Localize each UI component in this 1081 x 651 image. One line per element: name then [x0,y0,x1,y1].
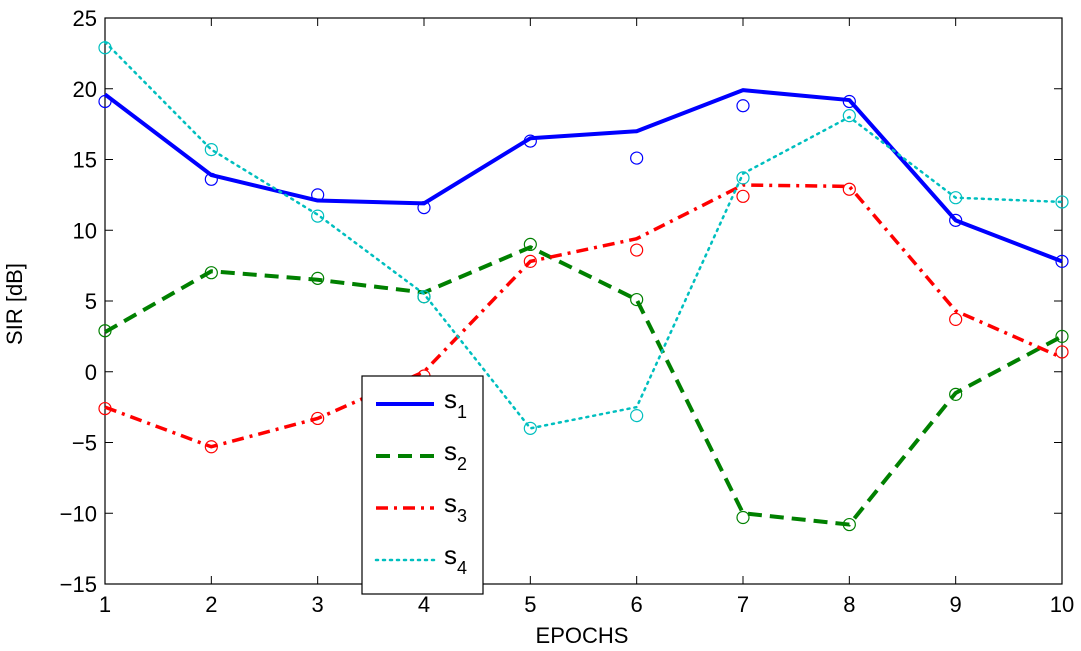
data-point-s2 [523,237,537,251]
legend-name: s [444,436,457,466]
data-point-s4 [949,191,963,205]
x-tick-label: 2 [205,592,217,617]
series-s4 [98,40,1069,435]
x-tick-label: 1 [99,592,111,617]
y-tick-label: 5 [85,289,97,314]
data-point-s1 [204,172,218,186]
data-point-s2 [630,292,644,307]
x-tick-label: 4 [418,592,430,617]
y-tick-label: 20 [73,77,97,102]
legend-subscript: 1 [457,402,467,422]
y-tick-label: 0 [85,360,97,385]
y-tick-label: 10 [73,218,97,243]
x-tick-label: 6 [631,592,643,617]
data-point-s1 [736,99,750,113]
legend-label-s3: s3 [444,488,467,526]
data-point-s3 [523,254,537,268]
data-point-s2 [98,324,112,338]
x-tick-label: 8 [843,592,855,617]
data-point-s3 [1055,345,1069,359]
data-point-s4 [842,109,856,123]
data-point-s4 [204,142,218,157]
data-point-s4 [1055,195,1069,209]
series-line-s1 [103,88,1063,264]
x-tick-label: 3 [312,592,324,617]
data-point-s3 [204,440,218,454]
legend-box [361,375,484,595]
x-tick-label: 7 [737,592,749,617]
data-point-s3 [736,189,750,203]
y-tick-label: −15 [60,572,97,597]
legend-label-s1: s1 [444,384,467,422]
series-s1 [98,88,1069,268]
y-tick-label: −5 [72,431,97,456]
data-point-s4 [736,171,750,185]
y-tick-label: 15 [73,148,97,173]
y-axis-label: SIR [dB] [2,263,27,345]
data-point-s4 [311,209,325,223]
data-point-s2 [311,271,325,285]
data-point-s2 [1055,329,1069,343]
data-point-s2 [949,387,963,401]
data-point-s3 [949,312,963,326]
legend-label-s2: s2 [444,436,467,474]
plot-area [104,17,1063,585]
series-line-s2 [104,245,1063,527]
series-line-s3 [104,183,1063,449]
data-point-s1 [630,151,644,165]
data-point-s2 [204,266,218,280]
y-tick-label: −10 [60,501,97,526]
legend-label-s4: s4 [444,540,467,578]
axis-ticks: 1 2 3 4 5 6 7 8 9 10 −15 −10 −5 0 5 10 15 20 25 [60,6,1075,617]
series-layer [98,40,1069,532]
axes-box [104,17,1063,585]
x-tick-label: 9 [950,592,962,617]
data-point-s3 [630,243,644,257]
data-point-s4 [417,290,431,304]
data-point-s1 [417,201,431,215]
data-point-s1 [98,94,112,109]
legend-subscript: 2 [457,454,467,474]
data-point-s3 [311,411,325,426]
data-point-s3 [98,401,112,416]
data-point-s3 [842,182,856,196]
data-point-s4 [630,409,644,423]
x-tick-label: 10 [1050,592,1074,617]
data-point-s1 [1055,254,1069,268]
legend-name: s [444,488,457,518]
series-s2 [98,237,1069,532]
data-point-s1 [523,134,537,148]
data-point-s4 [98,41,112,55]
data-point-s2 [736,510,750,525]
y-tick-label: 25 [73,6,97,31]
legend-name: s [444,540,457,570]
data-point-s1 [311,188,325,202]
data-point-s2 [842,517,856,532]
data-point-s1 [842,94,856,109]
legend-name: s [444,384,457,414]
data-point-s4 [523,421,537,435]
x-tick-label: 5 [524,592,536,617]
x-axis-label: EPOCHS [536,623,629,648]
data-point-s1 [949,213,963,227]
legend-subscript: 3 [457,506,467,526]
legend-subscript: 4 [457,558,467,578]
